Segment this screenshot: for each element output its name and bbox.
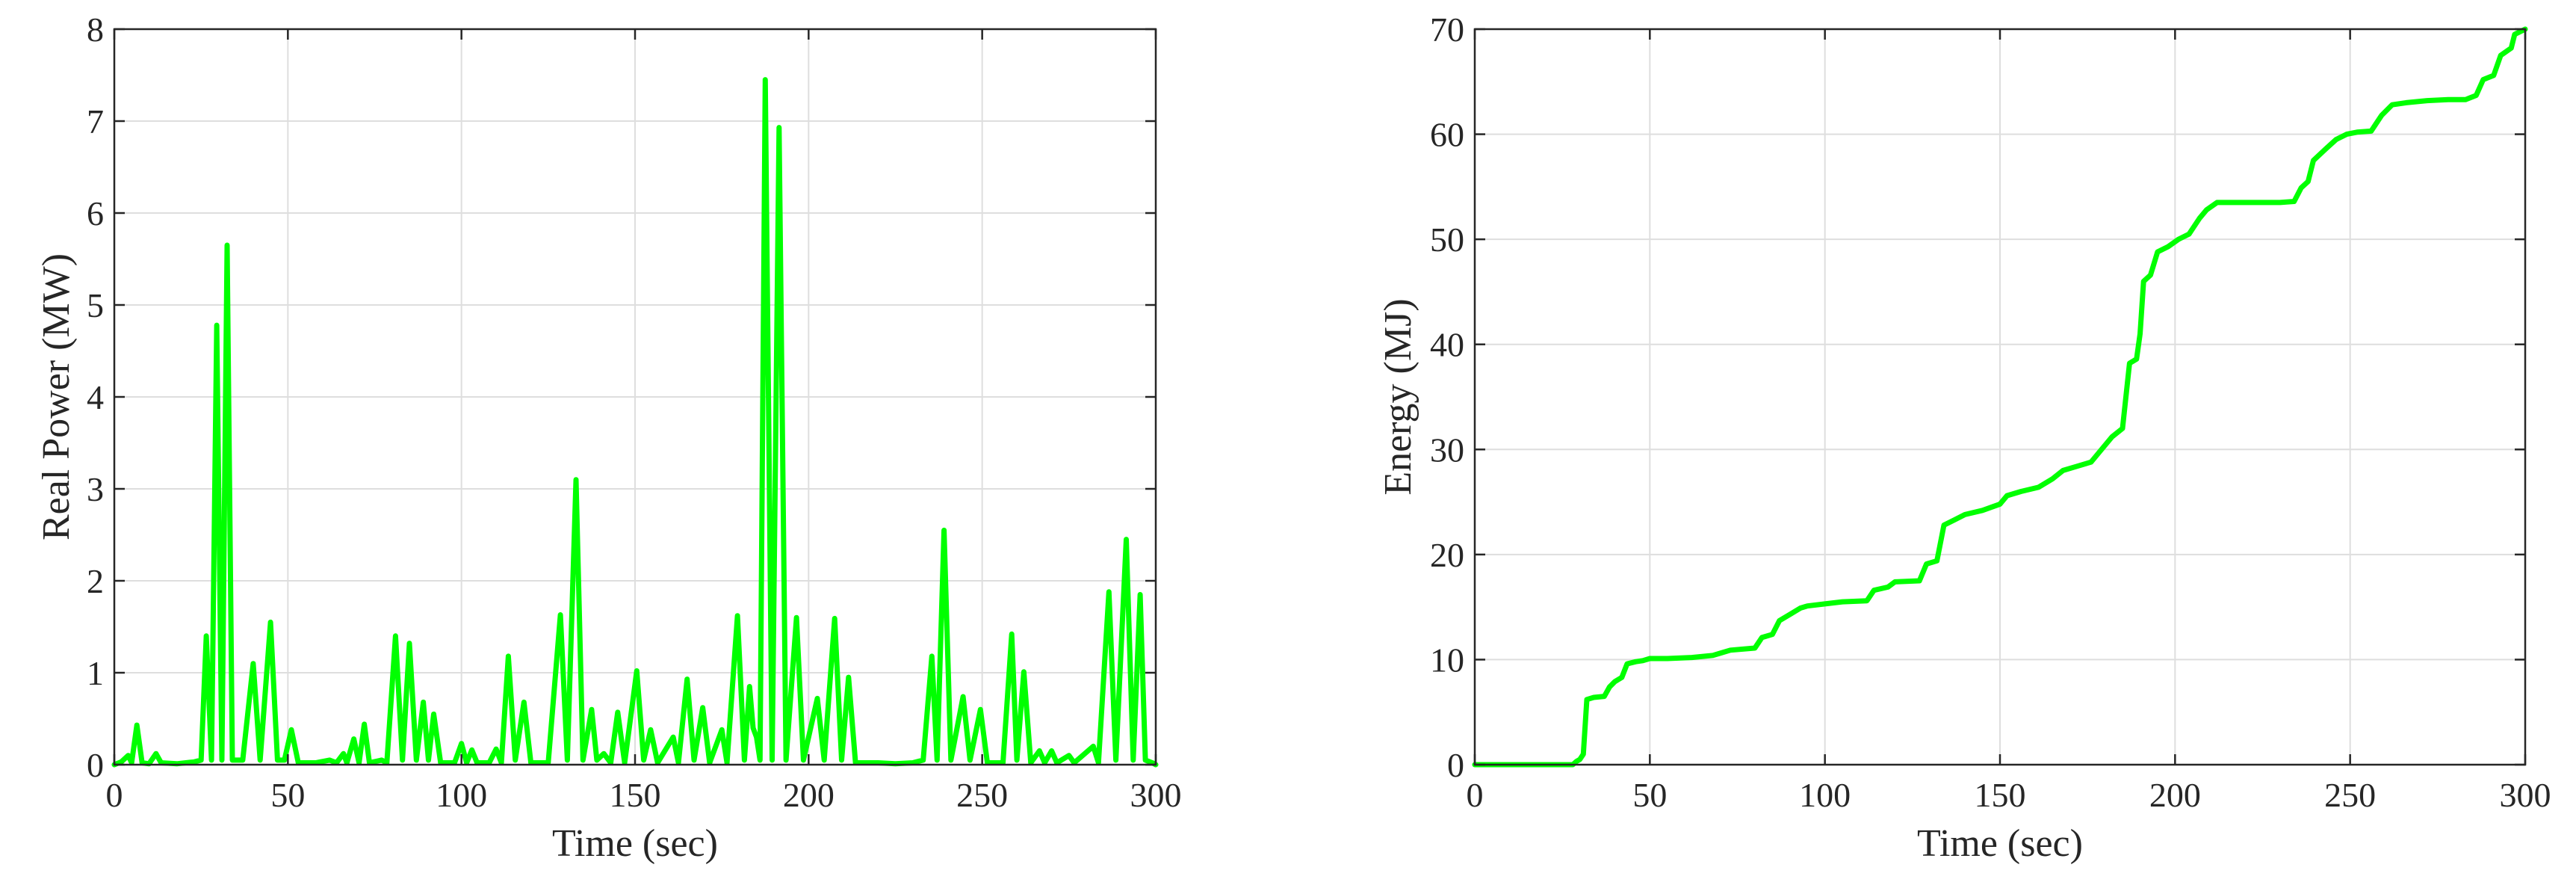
- y-tick-label: 1: [87, 654, 104, 692]
- y-tick-label: 50: [1430, 221, 1464, 259]
- series-line-0: [1472, 26, 2528, 768]
- x-tick-label: 100: [436, 776, 487, 814]
- y-tick-label: 4: [87, 378, 104, 416]
- y-tick-label: 7: [87, 102, 104, 141]
- series-line-0: [111, 77, 1159, 768]
- y-tick-label: 40: [1430, 326, 1464, 364]
- x-tick-label: 0: [106, 776, 123, 814]
- y-axis-title: Energy (MJ): [1377, 298, 1419, 495]
- x-tick-label: 150: [610, 776, 661, 814]
- y-tick-label: 20: [1430, 536, 1464, 574]
- x-tick-label: 300: [2500, 776, 2551, 814]
- y-tick-label: 5: [87, 286, 104, 324]
- x-tick-label: 100: [1799, 776, 1851, 814]
- x-tick-label: 50: [270, 776, 305, 814]
- y-tick-label: 0: [87, 746, 104, 784]
- y-tick-label: 10: [1430, 641, 1464, 679]
- x-tick-label: 0: [1467, 776, 1484, 814]
- x-axis-title: Time (sec): [552, 822, 718, 865]
- x-tick-label: 250: [2324, 776, 2376, 814]
- x-tick-label: 200: [783, 776, 835, 814]
- y-tick-label: 0: [1447, 746, 1464, 784]
- y-tick-label: 2: [87, 562, 104, 600]
- y-tick-label: 8: [87, 10, 104, 49]
- y-axis-title: Real Power (MW): [35, 253, 78, 540]
- y-tick-label: 70: [1430, 10, 1464, 49]
- y-tick-label: 3: [87, 470, 104, 508]
- x-tick-label: 250: [956, 776, 1008, 814]
- x-tick-label: 300: [1130, 776, 1182, 814]
- x-tick-label: 200: [2149, 776, 2201, 814]
- y-tick-label: 6: [87, 194, 104, 232]
- energy-chart: 0 50 100 150 200 250 300 0 10 20 30 40 50 60 70 Time (s…: [1377, 10, 2551, 865]
- x-tick-label: 150: [1975, 776, 2026, 814]
- real-power-chart: 0 50 100 150 200 250 300 0 1 2 3 4 5 6 7 8 Time (sec) Rea…: [35, 10, 1182, 865]
- x-tick-label: 50: [1632, 776, 1667, 814]
- x-axis-title: Time (sec): [1917, 822, 2083, 865]
- y-tick-label: 60: [1430, 116, 1464, 154]
- y-tick-label: 30: [1430, 431, 1464, 469]
